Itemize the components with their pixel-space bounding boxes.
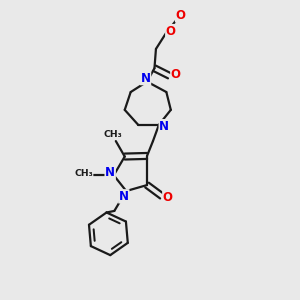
- Text: O: O: [163, 191, 173, 204]
- Text: N: N: [105, 167, 115, 179]
- Text: O: O: [176, 9, 186, 22]
- Text: N: N: [140, 72, 151, 85]
- Text: N: N: [119, 190, 129, 203]
- Text: N: N: [159, 120, 169, 133]
- Text: O: O: [171, 68, 181, 81]
- Text: CH₃: CH₃: [74, 169, 93, 178]
- Text: CH₃: CH₃: [103, 130, 122, 139]
- Text: O: O: [166, 25, 176, 38]
